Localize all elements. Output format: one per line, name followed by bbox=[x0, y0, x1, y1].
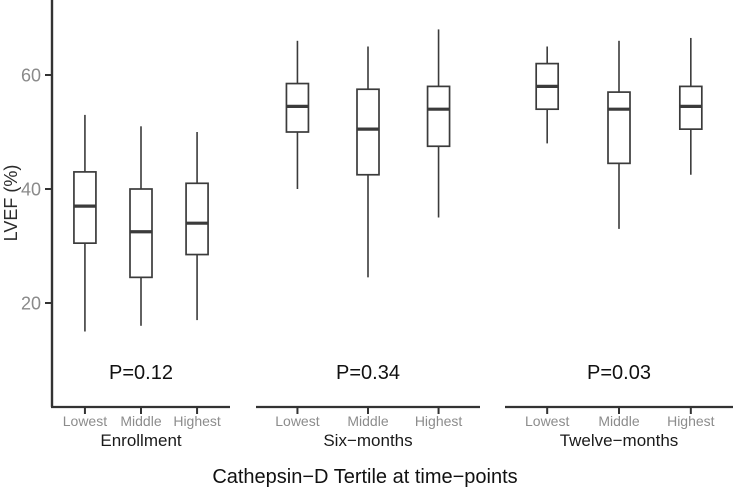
p-value-label-six-months: P=0.34 bbox=[336, 362, 400, 384]
category-label-six-months-highest: Highest bbox=[415, 413, 463, 429]
y-tick-label: 60 bbox=[21, 66, 41, 86]
category-label-twelve-months-highest: Highest bbox=[667, 413, 715, 429]
y-tick-label: 20 bbox=[21, 294, 41, 314]
iqr-box-twelve-months-middle bbox=[607, 91, 631, 165]
category-label-six-months-middle: Middle bbox=[347, 413, 388, 429]
category-label-enrollment-middle: Middle bbox=[120, 413, 161, 429]
iqr-box-enrollment-highest bbox=[185, 182, 209, 256]
p-value-label-twelve-months: P=0.03 bbox=[587, 362, 651, 384]
category-label-twelve-months-lowest: Lowest bbox=[525, 413, 569, 429]
category-label-enrollment-highest: Highest bbox=[173, 413, 221, 429]
category-label-twelve-months-middle: Middle bbox=[598, 413, 639, 429]
facet-label-six-months: Six−months bbox=[323, 431, 412, 450]
facet-label-enrollment: Enrollment bbox=[100, 431, 182, 450]
category-label-enrollment-lowest: Lowest bbox=[63, 413, 107, 429]
y-tick-label: 40 bbox=[21, 180, 41, 200]
category-label-six-months-lowest: Lowest bbox=[275, 413, 319, 429]
y-axis-title: LVEF (%) bbox=[1, 165, 21, 242]
iqr-box-six-months-highest bbox=[426, 85, 451, 148]
p-value-label-enrollment: P=0.12 bbox=[109, 362, 173, 384]
facet-label-twelve-months: Twelve−months bbox=[560, 431, 679, 450]
x-axis-title: Cathepsin−D Tertile at time−points bbox=[212, 466, 517, 488]
plot-layer: 20 40 60 Lowest Middle Highest P=0.12 Enrollmen… bbox=[21, 0, 733, 450]
iqr-box-six-months-middle bbox=[356, 88, 380, 176]
